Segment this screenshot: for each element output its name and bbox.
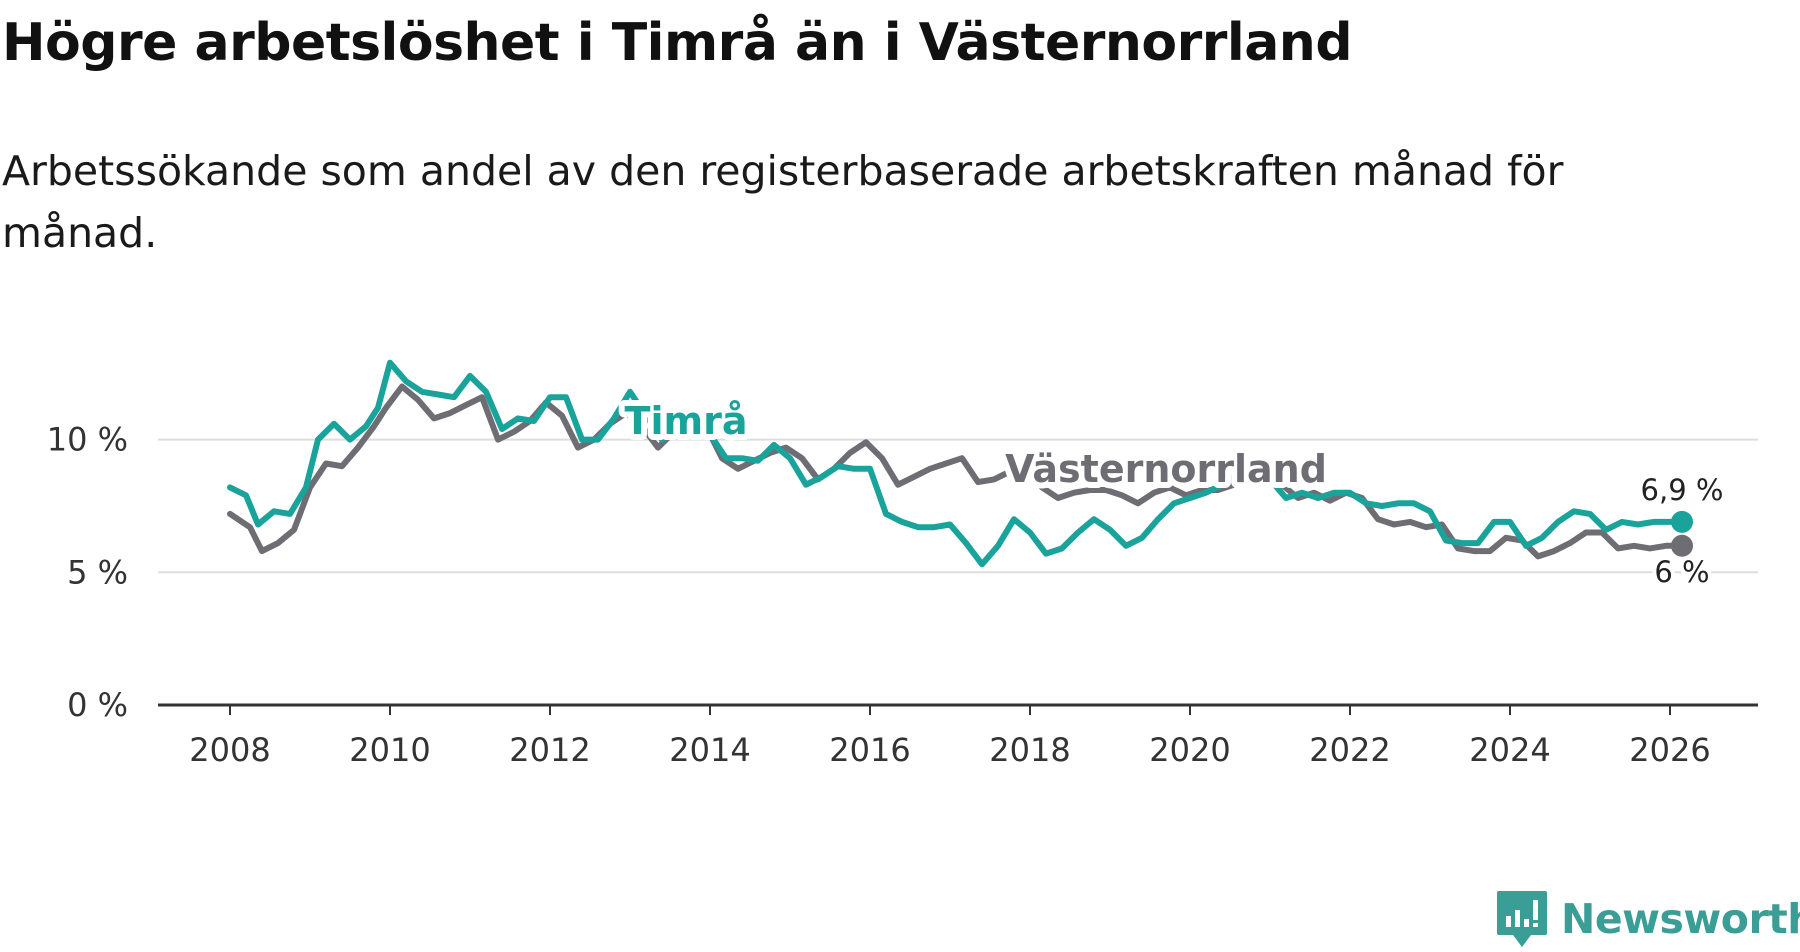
x-tick-label: 2022 [1309,731,1390,769]
y-axis-labels: 0 % 5 % 10 % [47,421,128,724]
end-value-label: 6 % [1654,555,1709,589]
end-markers: 6 % 6,9 % [1637,469,1728,593]
x-tick-label: 2026 [1629,731,1710,769]
x-tick-label: 2024 [1469,731,1550,769]
series-annotation-label: Västernorrland [1005,447,1327,491]
series-annotations: Timrå Västernorrland [619,393,1333,497]
x-tick-label: 2020 [1149,731,1230,769]
x-tick-label: 2016 [829,731,910,769]
y-tick-label: 5 % [67,553,128,591]
end-value-label: 6,9 % [1641,473,1724,507]
newsworthy-logo-icon [1497,891,1547,947]
series-line-timr- [227,359,1685,568]
series-lines [227,359,1685,568]
brand-name: Newsworthy [1561,895,1800,943]
end-marker [1671,534,1693,557]
chart-title: Högre arbetslöshet i Timrå än i Västerno… [2,13,1353,73]
x-tick-label: 2014 [669,731,750,769]
chart-subtitle: Arbetssökande som andel av den registerb… [2,147,1564,257]
y-tick-label: 10 % [47,421,128,459]
gridlines [158,438,1758,574]
series-annotation-label: Timrå [625,399,748,443]
newsworthy-logo: Newsworthy [1495,886,1800,952]
x-tick-label: 2012 [509,731,590,769]
x-tick-label: 2008 [189,731,270,769]
x-tick-label: 2018 [989,731,1070,769]
x-axis: 2008 2010 2012 2014 2016 2018 2020 2022 2024 2026 [158,703,1758,769]
x-tick-label: 2010 [349,731,430,769]
end-marker [1671,510,1693,533]
y-tick-label: 0 % [67,686,128,724]
